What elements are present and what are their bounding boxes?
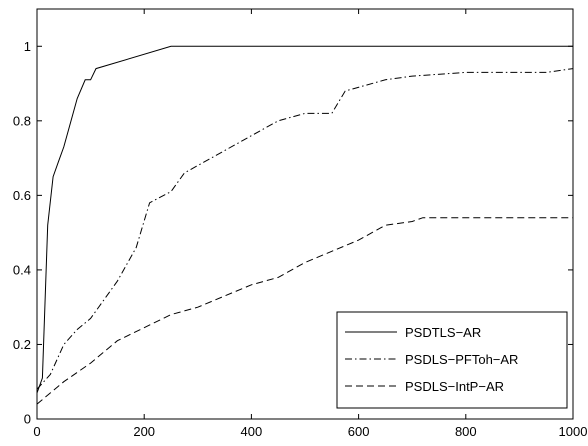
plot-frame	[36, 8, 574, 420]
x-tick-label: 600	[348, 424, 370, 439]
x-tick-label: 400	[241, 424, 263, 439]
legend-box	[336, 311, 568, 409]
x-tick-label: 1000	[559, 424, 588, 439]
x-tick-label: 800	[455, 424, 477, 439]
y-tick-label: 0.8	[13, 113, 31, 128]
series-line-1	[36, 45, 573, 394]
legend-label-2: PSDLS−PFToh−AR	[405, 352, 518, 367]
series-line-3	[36, 217, 573, 405]
axis-ticks: 0 200 400 600 800 1000 0 0.2 0.4 0.6 0.8 1	[13, 9, 588, 439]
series-line-2	[36, 68, 574, 390]
y-tick-label: 1	[24, 39, 31, 54]
legend-label-1: PSDTLS−AR	[405, 325, 481, 340]
legend: PSDTLS−AR PSDLS−PFToh−AR PSDLS−IntP−AR	[336, 311, 568, 409]
x-tick-label: 200	[133, 424, 155, 439]
series-layer	[36, 45, 574, 405]
y-tick-label: 0.2	[13, 337, 31, 352]
x-tick-label: 0	[33, 424, 40, 439]
y-tick-label: 0.4	[13, 262, 31, 277]
y-tick-label: 0	[24, 412, 31, 427]
legend-label-3: PSDLS−IntP−AR	[405, 379, 504, 394]
y-tick-label: 0.6	[13, 188, 31, 203]
